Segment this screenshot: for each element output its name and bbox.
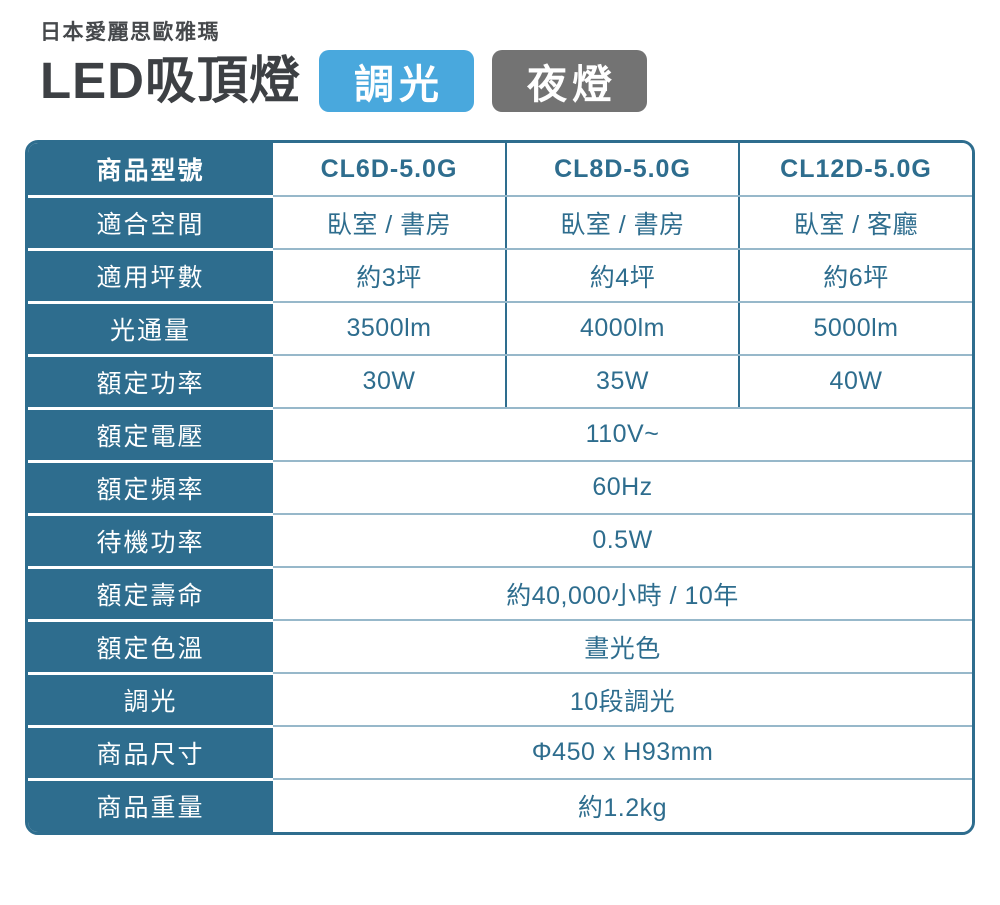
- table-row: 適合空間 臥室 / 書房 臥室 / 書房 臥室 / 客廳: [28, 196, 972, 251]
- table-row: 商品尺寸 Φ450 x H93mm: [28, 726, 972, 781]
- row-label: 適用坪數: [28, 249, 273, 304]
- spec-value-merged: 約40,000小時 / 10年: [273, 567, 972, 621]
- spec-value-cell: 35W: [506, 355, 740, 409]
- spec-value-cell: 4000lm: [506, 302, 740, 356]
- table-row: 額定色溫 晝光色: [28, 620, 972, 675]
- spec-value-cell: CL6D-5.0G: [273, 143, 507, 197]
- table-row: 商品重量 約1.2kg: [28, 779, 972, 832]
- table-row: 適用坪數 約3坪 約4坪 約6坪: [28, 249, 972, 304]
- spec-value-cell: 約6坪: [739, 249, 972, 303]
- badge-nightlight: 夜燈: [492, 50, 648, 112]
- spec-value-merged: 60Hz: [273, 461, 972, 515]
- spec-value-merged: 110V~: [273, 408, 972, 462]
- spec-value-cell: CL12D-5.0G: [739, 143, 972, 197]
- table-row: 商品型號 CL6D-5.0G CL8D-5.0G CL12D-5.0G: [28, 143, 972, 198]
- spec-value-cell: 30W: [273, 355, 507, 409]
- spec-table: 商品型號 CL6D-5.0G CL8D-5.0G CL12D-5.0G 適合空間 臥室 /…: [28, 143, 972, 832]
- row-label: 額定電壓: [28, 408, 273, 463]
- row-label: 商品型號: [28, 143, 273, 198]
- page-title: LED吸頂燈: [40, 51, 302, 109]
- spec-value-cell: 臥室 / 書房: [273, 196, 507, 250]
- table-row: 光通量 3500lm 4000lm 5000lm: [28, 302, 972, 357]
- spec-value-merged: 約1.2kg: [273, 779, 972, 832]
- badge-dimming: 調光: [319, 50, 475, 112]
- spec-value-cell: 40W: [739, 355, 972, 409]
- spec-value-merged: 晝光色: [273, 620, 972, 674]
- row-label: 額定功率: [28, 355, 273, 410]
- table-row: 額定壽命 約40,000小時 / 10年: [28, 567, 972, 622]
- table-row: 額定頻率 60Hz: [28, 461, 972, 516]
- spec-value-cell: 5000lm: [739, 302, 972, 356]
- row-label: 待機功率: [28, 514, 273, 569]
- spec-value-cell: 臥室 / 客廳: [739, 196, 972, 250]
- brand-name: 日本愛麗思歐雅瑪: [40, 21, 220, 44]
- row-label: 額定頻率: [28, 461, 273, 516]
- spec-table-container: 商品型號 CL6D-5.0G CL8D-5.0G CL12D-5.0G 適合空間 臥室 /…: [25, 140, 975, 835]
- spec-value-cell: CL8D-5.0G: [506, 143, 740, 197]
- spec-value-merged: Φ450 x H93mm: [273, 726, 972, 780]
- table-row: 調光 10段調光: [28, 673, 972, 728]
- header: 日本愛麗思歐雅瑪 LED吸頂燈 調光 夜燈: [0, 0, 1000, 112]
- table-row: 待機功率 0.5W: [28, 514, 972, 569]
- row-label: 商品重量: [28, 779, 273, 832]
- row-label: 額定壽命: [28, 567, 273, 622]
- spec-value-merged: 10段調光: [273, 673, 972, 727]
- table-row: 額定功率 30W 35W 40W: [28, 355, 972, 410]
- row-label: 調光: [28, 673, 273, 728]
- spec-value-cell: 約3坪: [273, 249, 507, 303]
- row-label: 額定色溫: [28, 620, 273, 675]
- table-row: 額定電壓 110V~: [28, 408, 972, 463]
- row-label: 光通量: [28, 302, 273, 357]
- spec-value-cell: 臥室 / 書房: [506, 196, 740, 250]
- row-label: 商品尺寸: [28, 726, 273, 781]
- spec-value-cell: 3500lm: [273, 302, 507, 356]
- spec-value-merged: 0.5W: [273, 514, 972, 568]
- spec-value-cell: 約4坪: [506, 249, 740, 303]
- title-row: LED吸頂燈 調光 夜燈: [40, 50, 1000, 112]
- row-label: 適合空間: [28, 196, 273, 251]
